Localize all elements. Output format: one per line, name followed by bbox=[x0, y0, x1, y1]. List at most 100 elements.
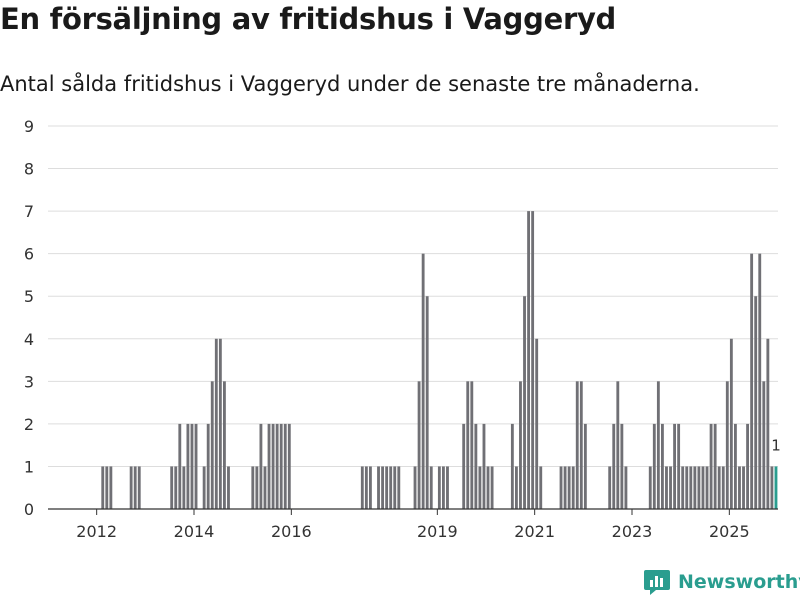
bar bbox=[255, 466, 259, 509]
bar bbox=[665, 466, 668, 509]
x-tick-label: 2023 bbox=[612, 522, 653, 541]
y-tick-label: 3 bbox=[24, 372, 34, 391]
bar bbox=[474, 423, 478, 509]
bar bbox=[738, 466, 741, 509]
bar bbox=[393, 466, 397, 509]
bar bbox=[656, 381, 660, 509]
bar bbox=[620, 423, 624, 509]
bar bbox=[178, 423, 182, 509]
bar bbox=[486, 466, 490, 509]
bar bbox=[377, 466, 380, 509]
bar bbox=[368, 466, 372, 509]
bar bbox=[267, 423, 271, 509]
bar bbox=[669, 466, 672, 509]
y-tick-label: 6 bbox=[24, 245, 34, 264]
bar bbox=[389, 466, 393, 509]
bar bbox=[206, 423, 210, 509]
newsworthy-logo-icon bbox=[644, 570, 670, 595]
bar bbox=[616, 381, 620, 509]
bar bbox=[287, 423, 291, 509]
data-label: 1 bbox=[771, 436, 781, 454]
bar bbox=[624, 466, 628, 509]
bar bbox=[563, 466, 567, 509]
bar bbox=[259, 423, 263, 509]
bar bbox=[519, 381, 522, 509]
y-tick-label: 2 bbox=[24, 415, 34, 434]
bar bbox=[109, 466, 113, 509]
bar bbox=[717, 466, 721, 509]
bar bbox=[446, 466, 449, 509]
bar bbox=[490, 466, 494, 509]
bar bbox=[583, 423, 587, 509]
bar bbox=[766, 338, 770, 509]
bar bbox=[673, 423, 677, 509]
bar bbox=[652, 423, 656, 509]
bar bbox=[202, 466, 206, 509]
y-tick-label: 1 bbox=[24, 457, 34, 476]
bar bbox=[531, 211, 535, 509]
x-tick-label: 2016 bbox=[271, 522, 312, 541]
bar bbox=[685, 466, 689, 509]
y-tick-label: 0 bbox=[24, 500, 34, 519]
x-tick-label: 2012 bbox=[76, 522, 117, 541]
bar bbox=[523, 296, 526, 509]
bar bbox=[746, 423, 750, 509]
bar bbox=[758, 253, 762, 509]
chart-subtitle: Antal sålda fritidshus i Vaggeryd under … bbox=[0, 72, 700, 96]
bar bbox=[182, 466, 186, 509]
bar bbox=[425, 296, 429, 509]
y-tick-label: 7 bbox=[24, 202, 34, 221]
bar bbox=[186, 423, 190, 509]
bar bbox=[770, 466, 774, 509]
bar bbox=[514, 466, 518, 509]
bar bbox=[754, 296, 758, 509]
bar bbox=[421, 253, 425, 509]
gridlines bbox=[48, 125, 778, 467]
annotations: 1 bbox=[771, 436, 781, 454]
bar bbox=[466, 381, 470, 509]
bar bbox=[190, 423, 194, 509]
bar bbox=[648, 466, 652, 509]
bar bbox=[535, 338, 539, 509]
bar bbox=[381, 466, 385, 509]
bar bbox=[360, 466, 364, 509]
bar bbox=[608, 466, 612, 509]
brand-name: Newsworthy bbox=[678, 571, 800, 593]
bar bbox=[733, 423, 737, 509]
bar bbox=[510, 423, 514, 509]
bar bbox=[210, 381, 214, 509]
y-tick-label: 8 bbox=[24, 160, 34, 179]
bar bbox=[105, 466, 109, 509]
bar bbox=[612, 423, 616, 509]
bar bbox=[263, 466, 267, 509]
bar bbox=[133, 466, 137, 509]
x-tick-label: 2021 bbox=[514, 522, 555, 541]
bar bbox=[697, 466, 701, 509]
bar bbox=[750, 253, 754, 509]
bar bbox=[539, 466, 543, 509]
bar bbox=[567, 466, 571, 509]
bar bbox=[575, 381, 579, 509]
bar bbox=[677, 423, 681, 509]
bar bbox=[417, 381, 421, 509]
y-tick-label: 4 bbox=[24, 330, 34, 349]
bar bbox=[174, 466, 178, 509]
bar bbox=[385, 466, 389, 509]
x-axis-ticks: 2012 2014 2016 2019 2021 2023 2025 bbox=[76, 509, 750, 541]
bar bbox=[275, 423, 279, 509]
y-tick-label: 9 bbox=[24, 117, 34, 136]
x-tick-label: 2014 bbox=[174, 522, 215, 541]
bar bbox=[709, 423, 713, 509]
bar bbox=[725, 381, 729, 509]
bar bbox=[397, 466, 401, 509]
bar bbox=[470, 381, 474, 509]
bar bbox=[681, 466, 685, 509]
bar bbox=[693, 466, 697, 509]
bar bbox=[441, 466, 445, 509]
bar bbox=[129, 466, 133, 509]
bar bbox=[437, 466, 441, 509]
bar bbox=[571, 466, 575, 509]
y-tick-label: 5 bbox=[24, 287, 34, 306]
bar bbox=[429, 466, 433, 509]
